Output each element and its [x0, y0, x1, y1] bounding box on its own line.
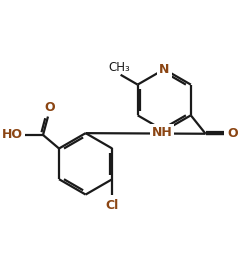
- Text: O: O: [227, 127, 238, 140]
- Text: N: N: [159, 63, 169, 76]
- Text: Cl: Cl: [106, 199, 119, 212]
- Text: NH: NH: [152, 126, 172, 139]
- Text: O: O: [45, 101, 55, 114]
- Text: CH₃: CH₃: [108, 60, 130, 74]
- Text: HO: HO: [2, 129, 23, 141]
